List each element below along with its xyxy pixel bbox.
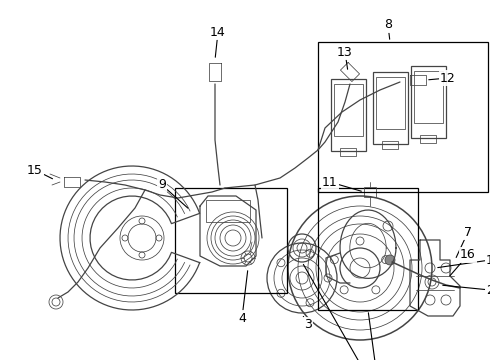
Bar bbox=[340, 148, 356, 156]
Bar bbox=[364, 187, 376, 197]
Text: 4: 4 bbox=[238, 271, 247, 324]
Text: 9: 9 bbox=[158, 179, 188, 208]
Text: 16: 16 bbox=[450, 248, 476, 276]
Text: 7: 7 bbox=[456, 225, 472, 257]
Bar bbox=[318, 42, 488, 192]
Bar bbox=[411, 66, 446, 138]
Bar bbox=[318, 188, 418, 310]
Text: 5: 5 bbox=[0, 359, 1, 360]
Text: 12: 12 bbox=[429, 72, 456, 85]
Text: 14: 14 bbox=[210, 26, 226, 57]
Bar bbox=[414, 71, 443, 123]
Text: 15: 15 bbox=[27, 163, 52, 179]
Circle shape bbox=[385, 255, 395, 265]
Bar bbox=[376, 77, 405, 129]
Text: 8: 8 bbox=[384, 18, 392, 39]
Text: 1: 1 bbox=[438, 253, 490, 267]
Bar bbox=[331, 79, 366, 151]
Text: 13: 13 bbox=[337, 45, 353, 69]
Text: 3: 3 bbox=[303, 316, 312, 332]
Bar bbox=[382, 141, 398, 149]
Text: 10: 10 bbox=[303, 264, 426, 360]
Bar bbox=[420, 135, 436, 143]
Text: 6: 6 bbox=[368, 313, 399, 360]
Text: 11: 11 bbox=[322, 175, 361, 191]
Bar bbox=[206, 200, 250, 222]
Bar bbox=[175, 188, 287, 293]
Bar bbox=[334, 84, 363, 136]
Text: 2: 2 bbox=[443, 284, 490, 297]
Bar bbox=[373, 72, 408, 144]
